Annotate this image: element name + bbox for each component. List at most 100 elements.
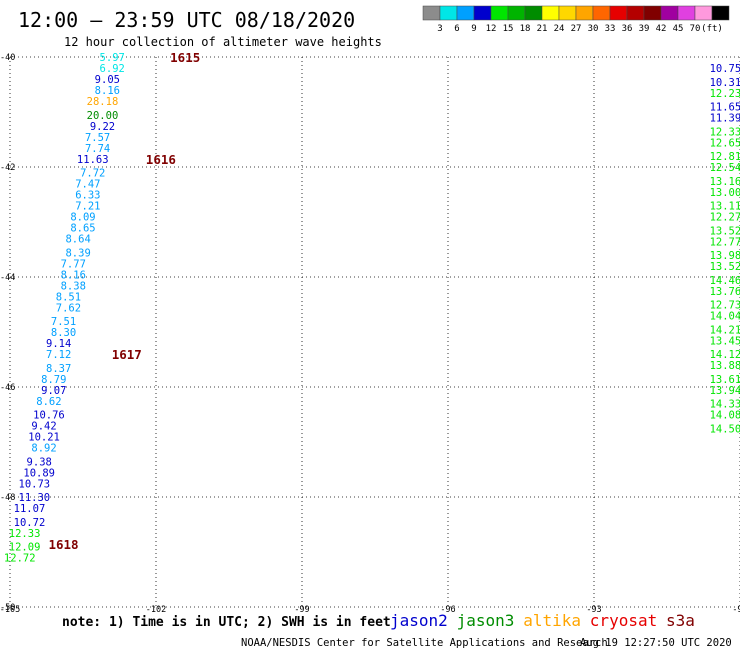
time-labels: 1615 1616 1617 1618 (48, 50, 200, 552)
plot-frame (10, 57, 740, 607)
axis-tick-labels: -105 -102 -99 -96 -93 -90 -40 -42 -44 -46 -48 -50 (0, 53, 740, 615)
colorbar-swatch (643, 5, 662, 21)
wave-height-value: 11.07 (14, 503, 46, 515)
colorbar-swatch (507, 5, 526, 21)
wave-height-value: 8.37 (46, 363, 71, 375)
x-tick-label: -93 (586, 605, 601, 615)
chart-title: 12:00 – 23:59 UTC 08/18/2020 (18, 8, 355, 32)
wave-height-value: 12.72 (4, 553, 36, 565)
colorbar-label: 39 (639, 24, 650, 34)
wave-height-value: 13.11 (710, 201, 740, 213)
wave-height-value: 13.76 (710, 286, 740, 298)
x-tick-label: -99 (294, 605, 309, 615)
y-tick-label: -46 (0, 383, 15, 393)
y-tick-label: -42 (0, 163, 15, 173)
x-tick-label: -105 (0, 605, 20, 615)
wave-height-value: 12.33 (9, 528, 41, 540)
colorbar-label: 15 (503, 24, 514, 34)
footer-credit: NOAA/NESDIS Center for Satellite Applica… (241, 637, 608, 649)
wave-height-value: 12.81 (710, 151, 740, 163)
x-tick-label: -102 (146, 605, 166, 615)
wave-height-value: 14.33 (710, 399, 740, 411)
wave-height-value: 10.89 (23, 467, 55, 479)
colorbar-label: 6 (454, 24, 459, 34)
wave-height-value: 7.77 (61, 258, 86, 270)
wave-height-value: 14.12 (710, 349, 740, 361)
colorbar-swatch (558, 5, 577, 21)
wave-height-value: 8.16 (95, 85, 120, 97)
wave-height-value: 12.54 (710, 162, 740, 174)
wave-height-value: 10.73 (19, 478, 51, 490)
y-tick-label: -44 (0, 273, 15, 283)
wave-height-value: 7.57 (85, 132, 110, 144)
colorbar-swatch (660, 5, 679, 21)
colorbar-swatch (592, 5, 611, 21)
colorbar-label: 12 (486, 24, 497, 34)
colorbar-label: 45 (673, 24, 684, 34)
wave-height-value: 8.38 (61, 280, 86, 292)
legend-s3a: s3a (666, 611, 695, 630)
x-tick-label: -90 (732, 605, 740, 615)
wave-height-value: 7.12 (46, 349, 71, 361)
wave-height-value: 14.04 (710, 311, 740, 323)
wave-height-value: 6.92 (100, 63, 125, 75)
plot-area: -105 -102 -99 -96 -93 -90 -40 -42 -44 -46 -48 -50 5… (0, 50, 740, 615)
wave-height-value: 9.14 (46, 338, 71, 350)
wave-height-value: 12.23 (710, 88, 740, 100)
wave-height-value: 12.33 (710, 126, 740, 138)
wave-height-value: 14.50 (710, 423, 740, 435)
x-tick-label: -96 (440, 605, 455, 615)
wave-height-value: 10.21 (28, 432, 60, 444)
wave-height-value: 11.63 (77, 154, 109, 166)
time-label: 1616 (146, 152, 176, 167)
wave-height-value: 8.30 (51, 327, 76, 339)
wave-height-value: 8.51 (56, 291, 81, 303)
wave-height-value: 9.42 (31, 421, 56, 433)
colorbar-label: 70 (690, 24, 701, 34)
wave-height-value: 13.52 (710, 261, 740, 273)
wave-height-value: 11.39 (710, 113, 740, 125)
wave-height-value: 8.16 (61, 269, 86, 281)
wave-height-value: 7.62 (56, 302, 81, 314)
wave-height-value: 6.33 (75, 190, 100, 202)
wave-height-value: 7.47 (75, 179, 100, 191)
wave-height-value: 8.79 (41, 374, 66, 386)
colorbar-label: 36 (622, 24, 633, 34)
wave-height-value: 11.30 (19, 492, 51, 504)
colorbar-label: 18 (520, 24, 531, 34)
colorbar-swatch (439, 5, 458, 21)
wave-height-value: 8.64 (65, 234, 90, 246)
wave-height-value: 11.65 (710, 102, 740, 114)
y-tick-label: -40 (0, 53, 15, 63)
colorbar-label: 42 (656, 24, 667, 34)
wave-height-value: 13.16 (710, 176, 740, 188)
wave-height-value: 12.27 (710, 212, 740, 224)
wave-height-value: 20.00 (87, 110, 119, 122)
wave-height-value: 10.31 (710, 77, 740, 89)
colorbar-swatch (711, 5, 730, 21)
satellite-legend: jason2 jason3 altika cryosat s3a (390, 611, 695, 630)
wave-height-value: 5.97 (100, 52, 125, 64)
wave-height-value: 8.65 (70, 223, 95, 235)
wave-height-value: 13.98 (710, 250, 740, 262)
wave-height-value: 7.74 (85, 143, 110, 155)
colorbar-swatch (575, 5, 594, 21)
wave-height-value: 13.61 (710, 374, 740, 386)
colorbar-label: 9 (471, 24, 476, 34)
wave-height-value: 10.75 (710, 63, 740, 75)
wave-height-value: 13.45 (710, 335, 740, 347)
wave-height-value: 13.94 (710, 385, 740, 397)
wave-height-value: 9.05 (95, 74, 120, 86)
legend-jason3: jason3 (457, 611, 515, 630)
wave-height-value: 28.18 (87, 96, 119, 108)
wave-height-value: 13.52 (710, 225, 740, 237)
wave-height-value: 14.08 (710, 410, 740, 422)
wave-height-value: 12.65 (710, 137, 740, 149)
colorbar-label: 3 (437, 24, 442, 34)
wave-height-value: 10.76 (33, 410, 65, 422)
wave-height-value: 12.09 (9, 542, 41, 554)
wave-height-value: 12.77 (710, 236, 740, 248)
colorbar-swatch (626, 5, 645, 21)
legend-altika: altika (523, 611, 581, 630)
